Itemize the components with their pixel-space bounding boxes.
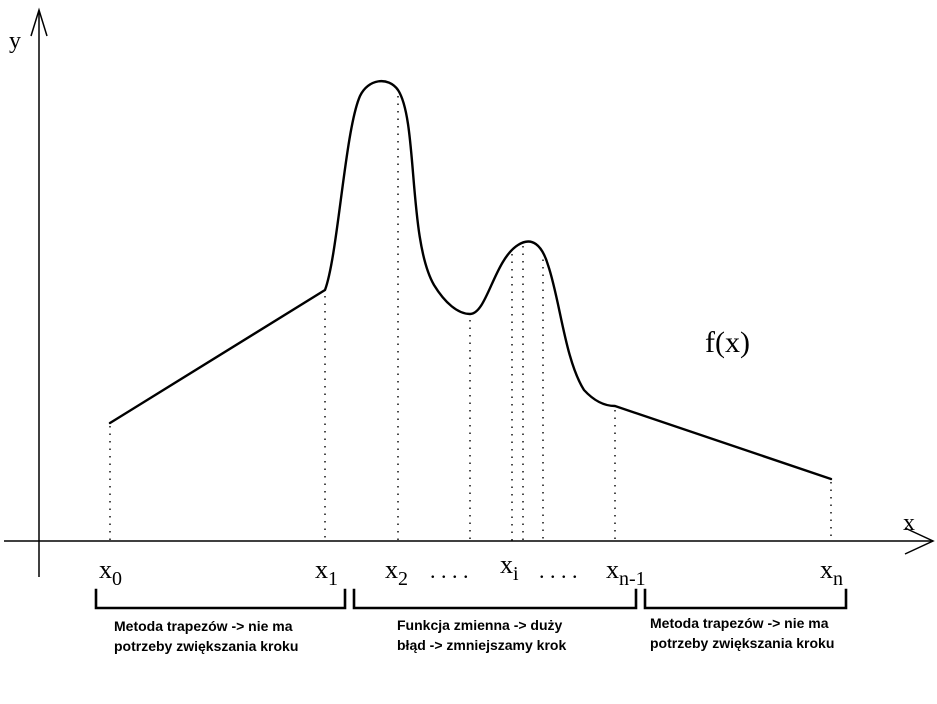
x-axis-arrow [904, 527, 935, 555]
node-label-x1: x1 [315, 555, 338, 590]
region-note-middle-line2: błąd -> zmniejszamy krok [397, 637, 566, 653]
region-brackets [94, 588, 848, 610]
node-label-x2: x2 [385, 555, 408, 590]
ordinate-lines [109, 96, 832, 541]
region-note-middle-line1: Funkcja zmienna -> duży [397, 617, 563, 633]
function-label: f(x) [705, 326, 750, 359]
ellipsis-left: . . . . [430, 558, 469, 583]
node-label-xn1: xn-1 [606, 555, 646, 590]
region-bracket-left [94, 588, 347, 610]
region-note-right-line1: Metoda trapezów -> nie ma [650, 615, 829, 631]
node-label-xi: xi [500, 550, 519, 585]
region-bracket-middle [352, 588, 638, 610]
x-axis-label: x [903, 510, 915, 536]
y-axis-arrow [30, 7, 48, 37]
region-note-right-line2: potrzeby zwiększania kroku [650, 635, 834, 651]
region-note-left-line1: Metoda trapezów -> nie ma [114, 618, 293, 634]
coordinate-axes: y x [4, 7, 935, 577]
y-axis-label: y [9, 28, 21, 54]
node-label-xn: xn [820, 555, 843, 590]
region-bracket-right [643, 588, 848, 610]
function-curve [108, 80, 833, 481]
node-labels: x0 x1 x2 . . . . xi . . . . xn-1 xn [99, 550, 843, 590]
node-label-x0: x0 [99, 555, 122, 590]
region-note-left-line2: potrzeby zwiększania kroku [114, 638, 298, 654]
ellipsis-right: . . . . [539, 558, 578, 583]
region-notes: Metoda trapezów -> nie ma potrzeby zwięk… [114, 615, 834, 654]
